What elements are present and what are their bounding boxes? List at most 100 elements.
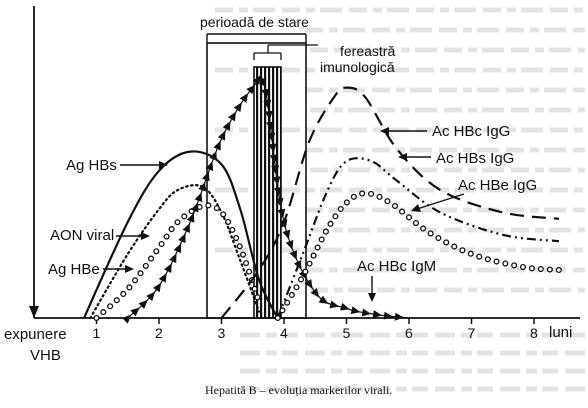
- series-point: [269, 154, 278, 164]
- series-line: [82, 150, 279, 319]
- series-point: [343, 199, 350, 206]
- label-ag-hbs: Ag HBs: [66, 157, 117, 174]
- series-point: [502, 260, 509, 267]
- series-point: [391, 202, 399, 210]
- series-point: [132, 277, 139, 284]
- series-ag-hbe: [93, 202, 261, 322]
- series-point: [138, 299, 148, 310]
- series-point: [274, 314, 281, 322]
- series-point: [327, 220, 334, 227]
- series-point: [267, 132, 276, 142]
- series-line: [276, 157, 560, 319]
- series-point: [153, 248, 160, 255]
- arrow-ac-hbe-igg: [416, 193, 465, 210]
- series-point: [350, 193, 357, 200]
- series-point: [420, 225, 427, 232]
- series-point: [405, 214, 413, 221]
- series-point: [246, 84, 256, 95]
- series-point: [120, 290, 127, 298]
- y-axis-arrow: [29, 306, 39, 318]
- series-point: [537, 265, 544, 273]
- series-point: [268, 143, 277, 153]
- window-title-line1: fereastră: [340, 43, 395, 59]
- window-pointer: [253, 44, 318, 60]
- series-point: [233, 102, 242, 112]
- series-point: [359, 190, 366, 197]
- series-point: [451, 243, 458, 250]
- series-point: [318, 295, 329, 304]
- series-point: [113, 297, 120, 304]
- series-point: [186, 212, 195, 223]
- label-ac-hbs-igg: Ac HBs IgG: [436, 150, 514, 167]
- series-point: [137, 270, 144, 277]
- series-point: [107, 303, 114, 310]
- series-point: [399, 208, 406, 215]
- series-point: [467, 250, 474, 257]
- arrowhead-ac-hbs-igg: [398, 153, 407, 161]
- arrowhead-ag-hbs: [159, 161, 168, 169]
- series-point: [339, 302, 350, 311]
- series-point: [220, 211, 227, 218]
- series-point: [173, 243, 182, 254]
- label-ac-hbc-igm: Ac HBc IgM: [357, 258, 436, 275]
- series-aon-viral: [89, 184, 261, 320]
- series-point: [205, 161, 214, 171]
- arrowhead-ac-hbc-igm: [368, 293, 376, 302]
- series-point: [229, 226, 236, 233]
- series-point: [233, 234, 240, 242]
- series-point: [394, 312, 405, 321]
- series-point: [288, 291, 295, 299]
- series-point: [435, 234, 442, 242]
- arrowhead-ac-hbc-igg: [380, 127, 389, 135]
- series-point: [285, 239, 294, 250]
- series-point: [252, 75, 261, 85]
- series-point: [384, 198, 391, 205]
- series-point: [289, 250, 297, 260]
- arrowhead-aon-viral: [141, 232, 150, 240]
- x-tick-label: 3: [218, 325, 226, 341]
- series-point: [147, 255, 155, 262]
- series-point: [314, 244, 321, 251]
- series-point: [368, 190, 375, 197]
- series-point: [245, 268, 253, 275]
- series-point: [217, 130, 226, 141]
- x-tick-label: 2: [155, 325, 163, 341]
- series-ac-hbc-igg: [220, 86, 560, 319]
- series-point: [168, 253, 177, 264]
- series-point: [266, 121, 275, 132]
- series-point: [310, 252, 317, 259]
- series-point: [236, 243, 243, 250]
- x-tick-label: 1: [93, 325, 101, 341]
- series-point: [427, 230, 434, 237]
- series-point: [178, 233, 186, 244]
- label-ac-hbc-igg: Ac HBc IgG: [432, 123, 510, 140]
- series-point: [297, 276, 305, 283]
- series-point: [225, 218, 232, 225]
- series-point: [476, 253, 483, 260]
- series-point: [511, 262, 518, 269]
- series-point: [126, 284, 133, 291]
- series-point: [239, 93, 249, 103]
- series-ag-hbs: [82, 150, 279, 319]
- series-point: [350, 306, 361, 315]
- series-point: [304, 279, 313, 289]
- x-tick-label: 7: [468, 325, 476, 341]
- series-point: [546, 266, 553, 273]
- series-point: [146, 291, 156, 302]
- series-point: [163, 233, 170, 240]
- series-ac-hbs-igg: [276, 157, 560, 319]
- series-point: [519, 264, 527, 271]
- series-point: [493, 258, 500, 265]
- series-point: [164, 263, 172, 274]
- label-aon-viral: AON viral: [50, 227, 114, 244]
- series-point: [284, 299, 291, 306]
- label-ac-hbe-igg: Ac HBe IgG: [458, 177, 537, 194]
- series-point: [243, 260, 250, 267]
- x-axis-ticks: 1 2 3 4 5 6 7 8: [93, 318, 538, 341]
- series-point: [329, 300, 340, 309]
- series-point: [254, 294, 261, 301]
- series-point: [205, 202, 212, 209]
- series-point: [130, 307, 140, 317]
- series-point: [272, 176, 281, 186]
